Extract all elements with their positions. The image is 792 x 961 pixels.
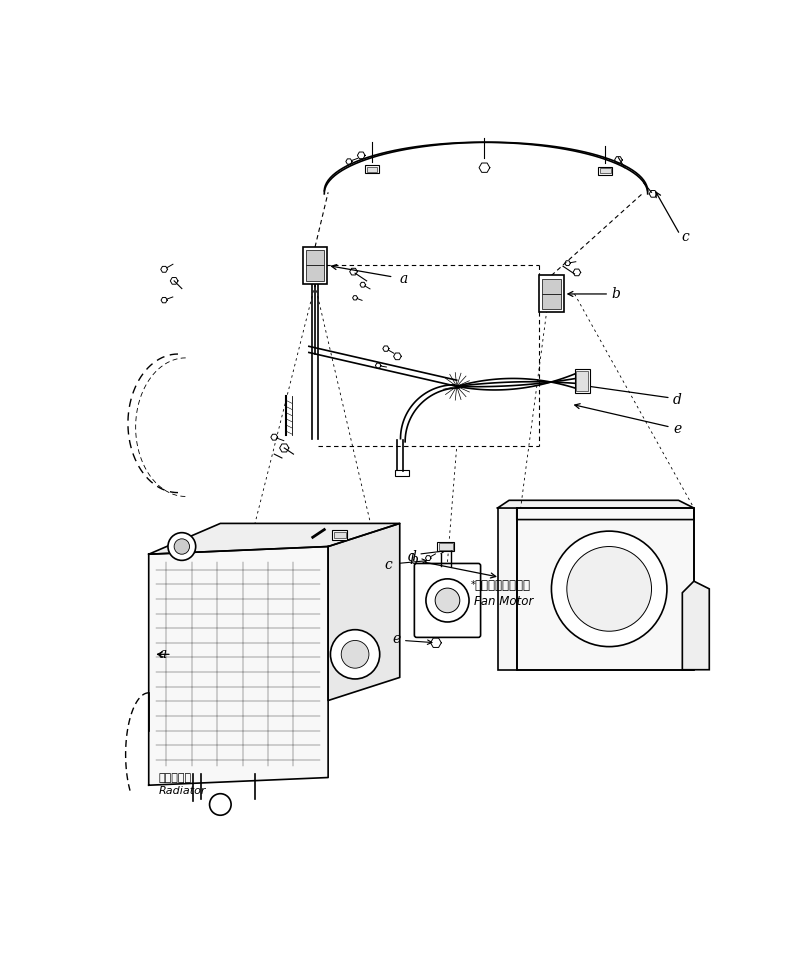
Polygon shape <box>346 159 352 164</box>
Polygon shape <box>383 346 389 352</box>
Bar <box>437 542 455 552</box>
Polygon shape <box>425 555 431 560</box>
Text: b: b <box>409 554 418 567</box>
Bar <box>600 168 611 173</box>
Polygon shape <box>280 444 289 452</box>
Bar <box>367 167 378 171</box>
Bar <box>306 250 324 265</box>
Polygon shape <box>649 190 657 197</box>
Bar <box>395 470 409 476</box>
Polygon shape <box>149 524 400 554</box>
Polygon shape <box>686 605 691 610</box>
Text: *: * <box>470 580 475 590</box>
Text: d: d <box>407 550 417 563</box>
Circle shape <box>426 579 469 622</box>
Polygon shape <box>375 363 381 368</box>
Circle shape <box>551 531 667 647</box>
Polygon shape <box>516 508 694 670</box>
Circle shape <box>168 532 196 560</box>
Bar <box>543 279 561 294</box>
Text: b: b <box>611 287 620 301</box>
Bar <box>306 265 324 281</box>
Text: e: e <box>392 632 400 646</box>
Text: c: c <box>682 230 689 244</box>
Text: ラジエータ: ラジエータ <box>158 773 192 782</box>
Text: Radiator: Radiator <box>158 786 206 797</box>
Circle shape <box>435 588 460 613</box>
Bar <box>576 371 588 391</box>
Polygon shape <box>497 508 516 670</box>
Polygon shape <box>497 501 694 520</box>
Polygon shape <box>149 547 328 785</box>
Bar <box>539 276 564 312</box>
Text: e: e <box>673 423 681 436</box>
Bar <box>543 294 561 309</box>
Polygon shape <box>360 283 366 287</box>
Text: a: a <box>158 648 167 661</box>
Polygon shape <box>271 434 278 440</box>
Circle shape <box>330 629 379 679</box>
Polygon shape <box>161 298 167 303</box>
Polygon shape <box>328 524 400 701</box>
Polygon shape <box>686 636 691 641</box>
Polygon shape <box>394 353 402 359</box>
Bar <box>365 165 379 173</box>
Bar <box>303 247 327 283</box>
Bar <box>333 531 346 538</box>
Circle shape <box>567 547 652 631</box>
Text: Fan Motor: Fan Motor <box>474 596 534 608</box>
Text: a: a <box>400 272 408 286</box>
Polygon shape <box>479 163 489 172</box>
Polygon shape <box>615 157 623 163</box>
Polygon shape <box>350 268 357 275</box>
Text: c: c <box>384 558 392 572</box>
Bar <box>439 543 453 550</box>
Polygon shape <box>573 269 581 276</box>
Text: d: d <box>673 393 682 407</box>
Polygon shape <box>161 266 168 272</box>
Polygon shape <box>352 296 357 300</box>
Text: インファンモータ: インファンモータ <box>474 579 531 592</box>
Polygon shape <box>431 638 441 648</box>
Bar <box>574 369 590 392</box>
Polygon shape <box>683 581 710 670</box>
Circle shape <box>210 794 231 815</box>
Polygon shape <box>357 152 365 159</box>
Bar <box>332 530 348 539</box>
Bar <box>599 167 612 175</box>
Polygon shape <box>170 278 178 284</box>
Circle shape <box>341 640 369 668</box>
Circle shape <box>174 539 189 554</box>
Polygon shape <box>565 260 570 265</box>
FancyBboxPatch shape <box>414 563 481 637</box>
